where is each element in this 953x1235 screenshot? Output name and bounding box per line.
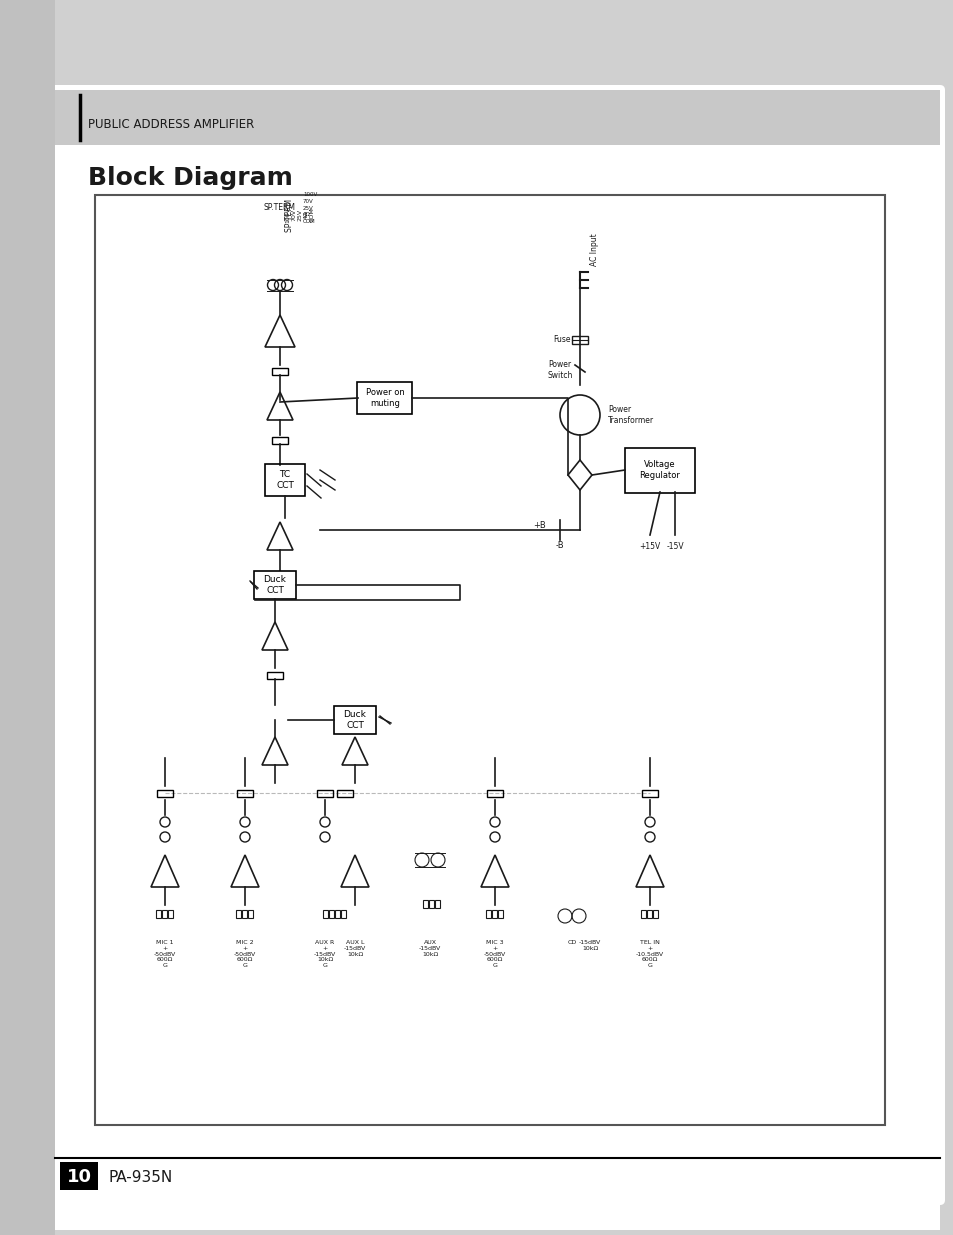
Text: 100V
70V
25V
4Ω
COM: 100V 70V 25V 4Ω COM: [285, 207, 314, 224]
Text: MIC 1
+
-50dBV
600Ω
G: MIC 1 + -50dBV 600Ω G: [153, 940, 176, 968]
Bar: [422, 900, 428, 908]
Text: SP.TERM: SP.TERM: [264, 204, 295, 212]
Text: AC Input: AC Input: [590, 233, 598, 267]
Text: TEL IN
+
-10.5dBV
600Ω
G: TEL IN + -10.5dBV 600Ω G: [636, 940, 663, 968]
Bar: [248, 910, 253, 918]
Bar: [253, 571, 295, 599]
Bar: [334, 706, 375, 734]
Text: AUX L
-15dBV
10kΩ: AUX L -15dBV 10kΩ: [343, 940, 366, 957]
Bar: [60, 1162, 98, 1191]
Bar: [168, 910, 172, 918]
Text: 10: 10: [67, 1168, 91, 1186]
Bar: [265, 464, 305, 496]
Bar: [95, 195, 884, 1125]
Text: -15dBV
10kΩ: -15dBV 10kΩ: [578, 940, 600, 951]
Bar: [316, 789, 333, 797]
Bar: [272, 436, 288, 443]
Bar: [0, 0, 55, 1235]
Bar: [646, 910, 651, 918]
Text: Duck
CCT: Duck CCT: [263, 576, 286, 595]
Bar: [640, 910, 645, 918]
Text: Power
Transformer: Power Transformer: [607, 405, 654, 425]
Bar: [652, 910, 658, 918]
Text: Block Diagram: Block Diagram: [88, 165, 293, 190]
Text: +B: +B: [533, 520, 546, 530]
Bar: [492, 910, 497, 918]
Text: MIC 2
+
-50dBV
600Ω
G: MIC 2 + -50dBV 600Ω G: [233, 940, 255, 968]
Bar: [429, 900, 434, 908]
Bar: [340, 910, 346, 918]
Text: PA-935N: PA-935N: [108, 1170, 172, 1184]
Bar: [624, 447, 695, 493]
Text: Power
Switch: Power Switch: [547, 361, 572, 379]
Bar: [236, 789, 253, 797]
Bar: [497, 910, 502, 918]
Bar: [157, 789, 172, 797]
Bar: [55, 90, 939, 144]
Bar: [235, 910, 241, 918]
Bar: [572, 336, 587, 345]
Text: Power on
muting: Power on muting: [365, 388, 404, 408]
Bar: [641, 789, 658, 797]
Bar: [156, 910, 161, 918]
Text: -15V: -15V: [665, 542, 683, 551]
Bar: [335, 910, 339, 918]
Text: +15V: +15V: [639, 542, 659, 551]
Bar: [55, 1155, 939, 1230]
Text: -B: -B: [555, 541, 564, 550]
Text: PUBLIC ADDRESS AMPLIFIER: PUBLIC ADDRESS AMPLIFIER: [88, 119, 254, 131]
Bar: [323, 910, 328, 918]
FancyBboxPatch shape: [50, 85, 944, 1205]
Text: CD: CD: [567, 940, 576, 945]
Text: Duck
CCT: Duck CCT: [343, 710, 366, 730]
Bar: [486, 789, 502, 797]
Bar: [162, 910, 167, 918]
Text: 100V
70V
25V
4Ω
COM: 100V 70V 25V 4Ω COM: [303, 193, 317, 224]
Bar: [267, 672, 283, 678]
Text: AUX
-15dBV
10kΩ: AUX -15dBV 10kΩ: [418, 940, 440, 957]
Text: AUX R
+
-15dBV
10kΩ
G: AUX R + -15dBV 10kΩ G: [314, 940, 335, 968]
Text: Fuse: Fuse: [553, 336, 570, 345]
Bar: [272, 368, 288, 374]
Bar: [485, 910, 491, 918]
Text: MIC 3
+
-50dBV
600Ω
G: MIC 3 + -50dBV 600Ω G: [483, 940, 506, 968]
Text: SP TERM: SP TERM: [285, 199, 294, 232]
Bar: [435, 900, 439, 908]
Text: Voltage
Regulator: Voltage Regulator: [639, 461, 679, 479]
Bar: [242, 910, 247, 918]
Bar: [336, 789, 353, 797]
Text: TC
CCT: TC CCT: [275, 471, 294, 490]
Bar: [357, 382, 412, 414]
Bar: [329, 910, 334, 918]
